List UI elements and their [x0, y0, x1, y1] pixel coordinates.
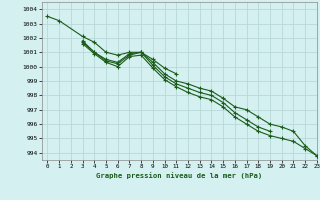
X-axis label: Graphe pression niveau de la mer (hPa): Graphe pression niveau de la mer (hPa)	[96, 172, 262, 179]
